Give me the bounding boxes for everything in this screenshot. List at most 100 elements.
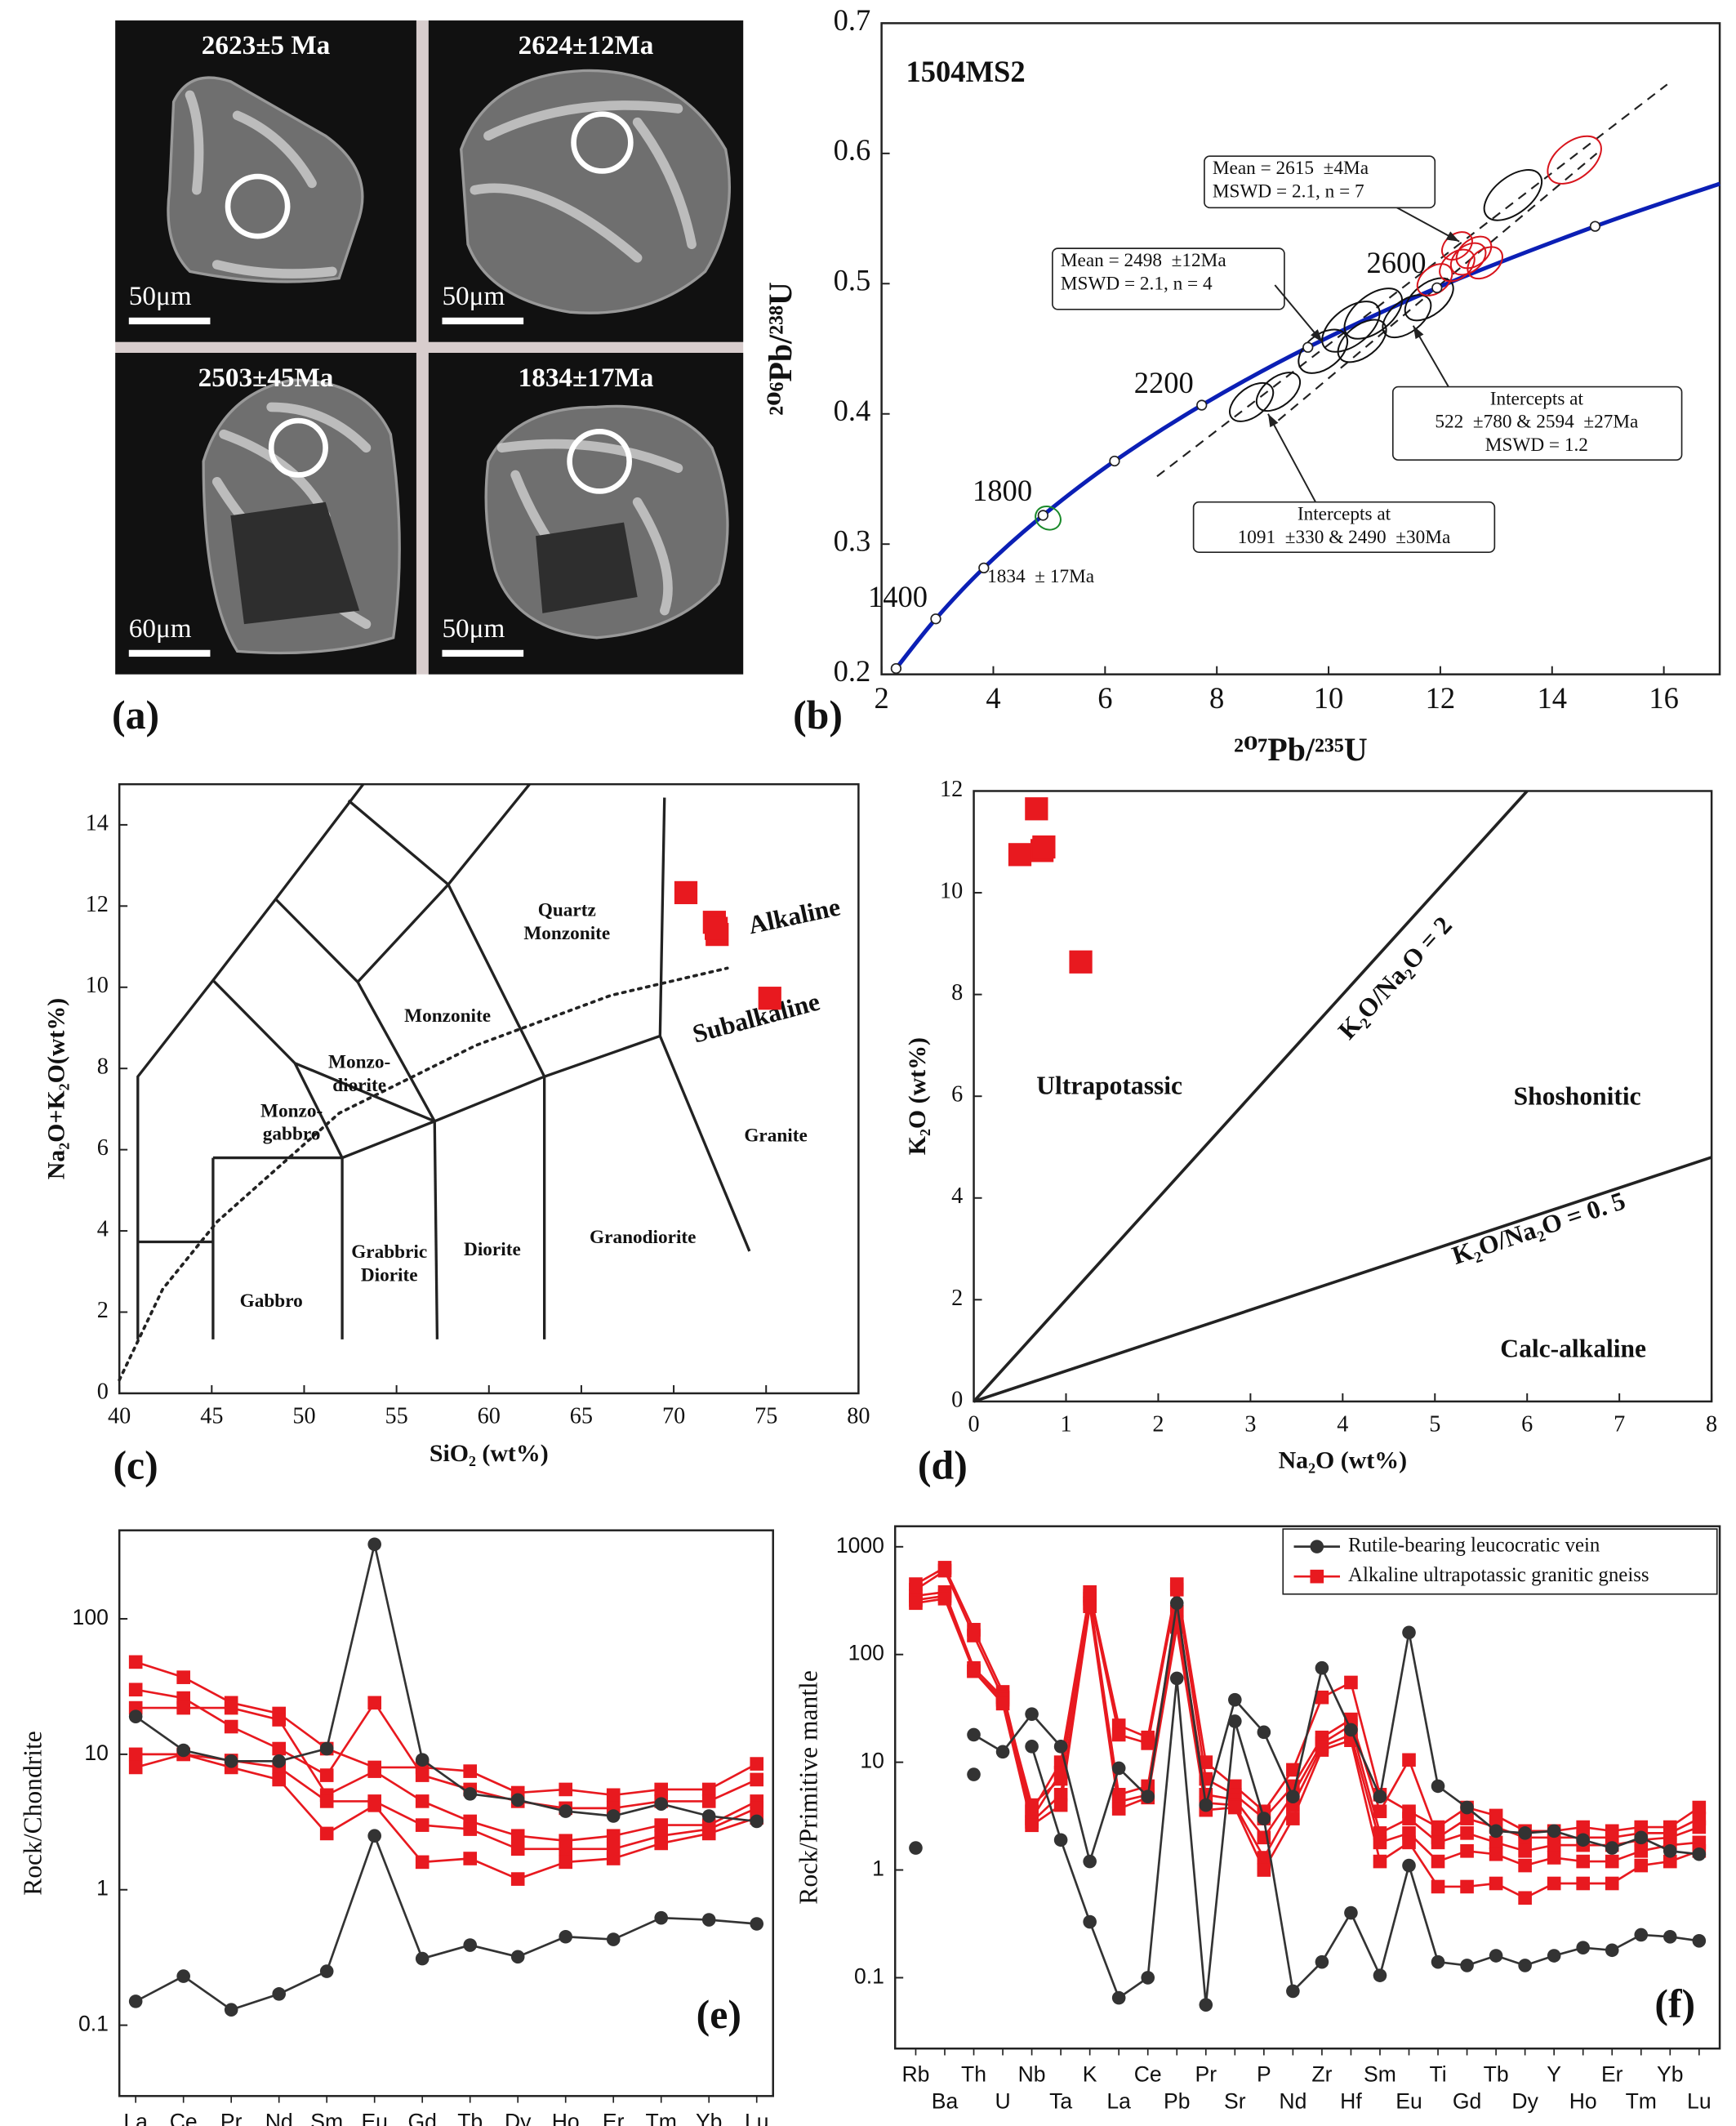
y-tick-label: 0 — [951, 1387, 963, 1412]
sample-point — [1008, 843, 1032, 867]
zoning-band — [185, 90, 204, 195]
panel-label: (d) — [918, 1442, 968, 1487]
annotation-text: Intercepts at — [1298, 504, 1391, 525]
annotation-box — [1204, 155, 1436, 209]
data-point — [224, 1700, 238, 1715]
age-label: 2624±12Ma — [519, 30, 654, 60]
data-point — [750, 1917, 764, 1931]
y-tick-label: 4 — [951, 1183, 963, 1209]
x-tick-label: Sr — [1224, 2089, 1246, 2114]
data-point — [367, 1537, 381, 1552]
zoning-band — [232, 110, 317, 189]
data-point — [1373, 1789, 1387, 1803]
annotation-text: Mean = 2615 ±4Ma — [1213, 158, 1369, 179]
field-label: Monzonite — [404, 1005, 491, 1027]
series-line — [135, 1544, 757, 1823]
x-axis-title: ²⁰⁷Pb/²³⁵U — [1234, 731, 1368, 768]
x-tick-label: Eu — [1395, 2089, 1422, 2114]
sample-point — [758, 987, 781, 1010]
data-point — [1083, 1599, 1097, 1614]
data-point — [654, 1836, 669, 1851]
annotation-text: 1834 ± 17Ma — [987, 566, 1094, 587]
data-point — [1489, 1949, 1503, 1963]
age-label: 1800 — [973, 474, 1032, 507]
data-point — [1518, 1843, 1532, 1858]
series-line — [915, 1597, 1700, 1900]
data-point — [1286, 1789, 1300, 1803]
data-point — [1634, 1843, 1649, 1858]
x-tick-label: Sm — [1364, 2061, 1396, 2086]
plot-frame — [118, 1529, 774, 2097]
x-tick-label: 7 — [1614, 1411, 1625, 1437]
x-tick-label: Nb — [1018, 2061, 1046, 2086]
annotation-text: MSWD = 2.1, n = 4 — [1061, 273, 1213, 294]
data-point — [128, 1683, 143, 1697]
y-tick-label: 100 — [848, 1641, 884, 1665]
x-tick-label: Tb — [1484, 2061, 1509, 2086]
data-point — [1547, 1824, 1561, 1839]
x-tick-label: 1 — [1060, 1411, 1071, 1437]
field-boundary — [274, 783, 531, 984]
data-point — [1373, 1968, 1387, 1982]
x-tick-label: Tm — [646, 2110, 677, 2126]
data-point — [606, 1788, 621, 1803]
y-tick-label: 1 — [872, 1856, 884, 1881]
data-point — [1431, 1879, 1445, 1894]
data-point — [750, 1814, 764, 1829]
age-label: 1400 — [868, 580, 928, 613]
x-tick-label: 16 — [1649, 681, 1679, 715]
error-ellipse — [1337, 319, 1387, 363]
data-point — [272, 1713, 286, 1727]
series-line — [915, 1594, 1699, 1867]
y-axis-title: ²⁰⁶Pb/²³⁸U — [762, 282, 799, 416]
error-ellipse — [1035, 506, 1062, 531]
x-tick-label: 55 — [385, 1403, 408, 1428]
x-tick-label: Er — [603, 2110, 625, 2126]
zoning-band — [211, 260, 337, 279]
x-tick-label: 3 — [1244, 1411, 1256, 1437]
data-point — [750, 1772, 764, 1787]
data-point — [415, 1768, 430, 1782]
data-point — [176, 1670, 190, 1684]
analysis-spot — [571, 111, 634, 174]
error-ellipse — [1416, 263, 1453, 296]
data-point — [1431, 1954, 1445, 1969]
field-label: Monzo- — [260, 1100, 323, 1121]
field-label: Diorite — [361, 1264, 418, 1286]
data-point — [1111, 1802, 1126, 1816]
error-ellipse — [1547, 135, 1602, 185]
data-point — [1257, 1812, 1271, 1825]
field-label: Ultrapotassic — [1036, 1071, 1182, 1099]
x-tick-label: Pr — [220, 2110, 243, 2126]
x-tick-label: Th — [961, 2061, 986, 2086]
data-point — [463, 1764, 478, 1778]
data-point — [1310, 1540, 1324, 1553]
data-point — [415, 1855, 430, 1870]
ratio-label: K₂O/Na₂O = 2 — [1333, 911, 1458, 1045]
series-line — [915, 1569, 1700, 1839]
data-point — [415, 1951, 430, 1966]
x-tick-label: Ta — [1049, 2089, 1072, 2114]
data-point — [1547, 1876, 1561, 1891]
data-point — [1489, 1835, 1503, 1850]
ratio-label: K₂O/Na₂O = 0. 5 — [1449, 1186, 1629, 1270]
y-tick-label: 10 — [84, 1740, 109, 1765]
data-point — [606, 1829, 621, 1843]
x-tick-label: Pb — [1164, 2089, 1191, 2114]
plot-frame — [893, 1525, 1721, 2050]
x-tick-label: K — [1083, 2061, 1097, 2086]
scale-bar — [128, 317, 211, 325]
data-point — [319, 1826, 334, 1841]
data-point — [909, 1841, 923, 1855]
annotation-text: MSWD = 2.1, n = 7 — [1213, 181, 1364, 202]
y-tick-label: 8 — [97, 1054, 109, 1080]
data-point — [1402, 1858, 1416, 1873]
x-tick-label: Tb — [457, 2110, 483, 2126]
data-point — [995, 1696, 1010, 1711]
x-tick-label: 6 — [1097, 681, 1112, 715]
data-point — [510, 1872, 525, 1886]
field-label: gabbro — [263, 1124, 321, 1145]
data-point — [1286, 1984, 1300, 1999]
